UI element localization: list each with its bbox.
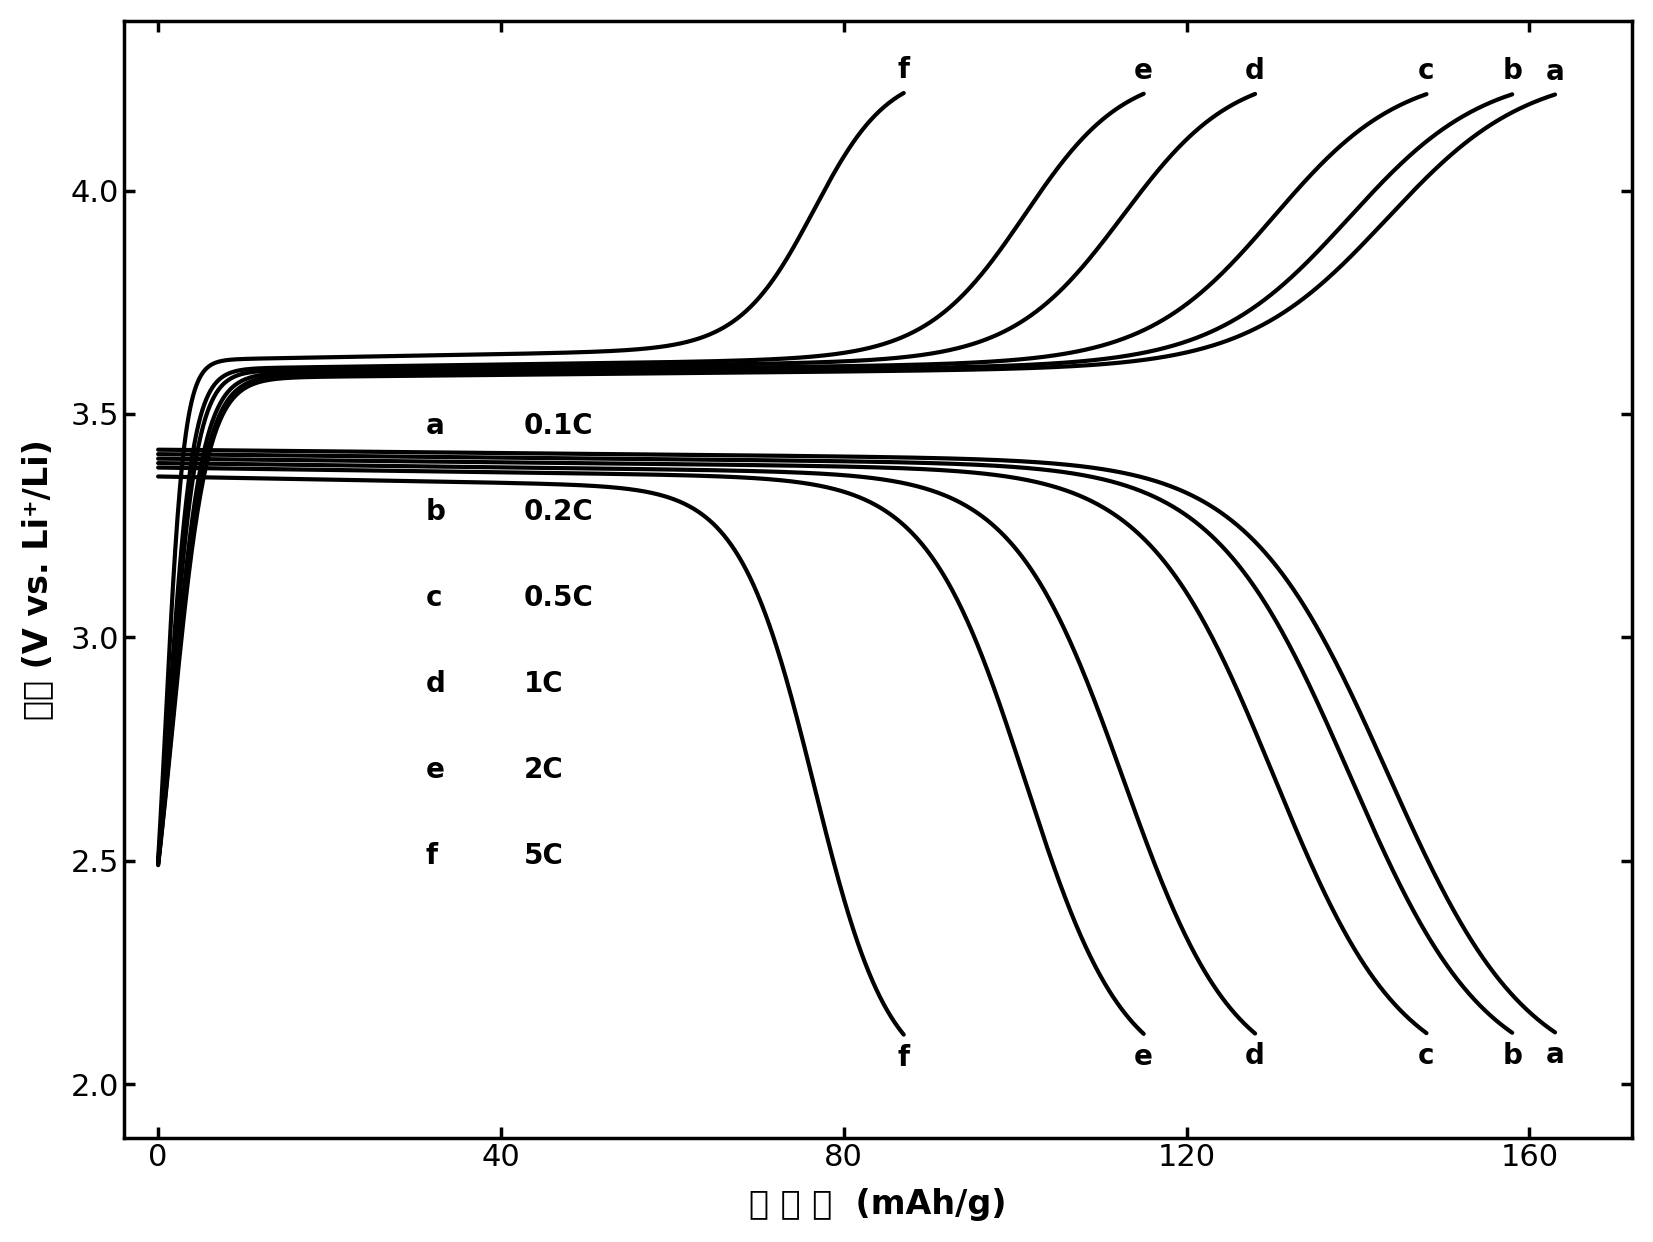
- X-axis label: 比 容 量  (mAh/g): 比 容 量 (mAh/g): [749, 1189, 1007, 1221]
- Text: 5C: 5C: [524, 842, 564, 871]
- Text: d: d: [1245, 1042, 1265, 1071]
- Text: e: e: [1134, 1043, 1154, 1071]
- Text: 0.1C: 0.1C: [524, 412, 593, 440]
- Text: 2C: 2C: [524, 756, 564, 784]
- Text: b: b: [1503, 57, 1522, 86]
- Text: f: f: [898, 56, 909, 84]
- Text: a: a: [1546, 1041, 1564, 1069]
- Text: d: d: [425, 669, 445, 698]
- Text: 0.2C: 0.2C: [524, 498, 593, 527]
- Text: e: e: [1134, 57, 1154, 84]
- Text: a: a: [425, 412, 445, 440]
- Text: f: f: [898, 1043, 909, 1072]
- Text: c: c: [1418, 57, 1435, 86]
- Text: c: c: [1418, 1042, 1435, 1071]
- Text: d: d: [1245, 57, 1265, 84]
- Text: a: a: [1546, 57, 1564, 86]
- Y-axis label: 电压 (V vs. Li⁺/Li): 电压 (V vs. Li⁺/Li): [21, 438, 55, 719]
- Text: c: c: [425, 584, 441, 612]
- Text: e: e: [425, 756, 445, 784]
- Text: f: f: [425, 842, 438, 871]
- Text: b: b: [1503, 1042, 1522, 1069]
- Text: 0.5C: 0.5C: [524, 584, 593, 612]
- Text: b: b: [425, 498, 445, 527]
- Text: 1C: 1C: [524, 669, 564, 698]
